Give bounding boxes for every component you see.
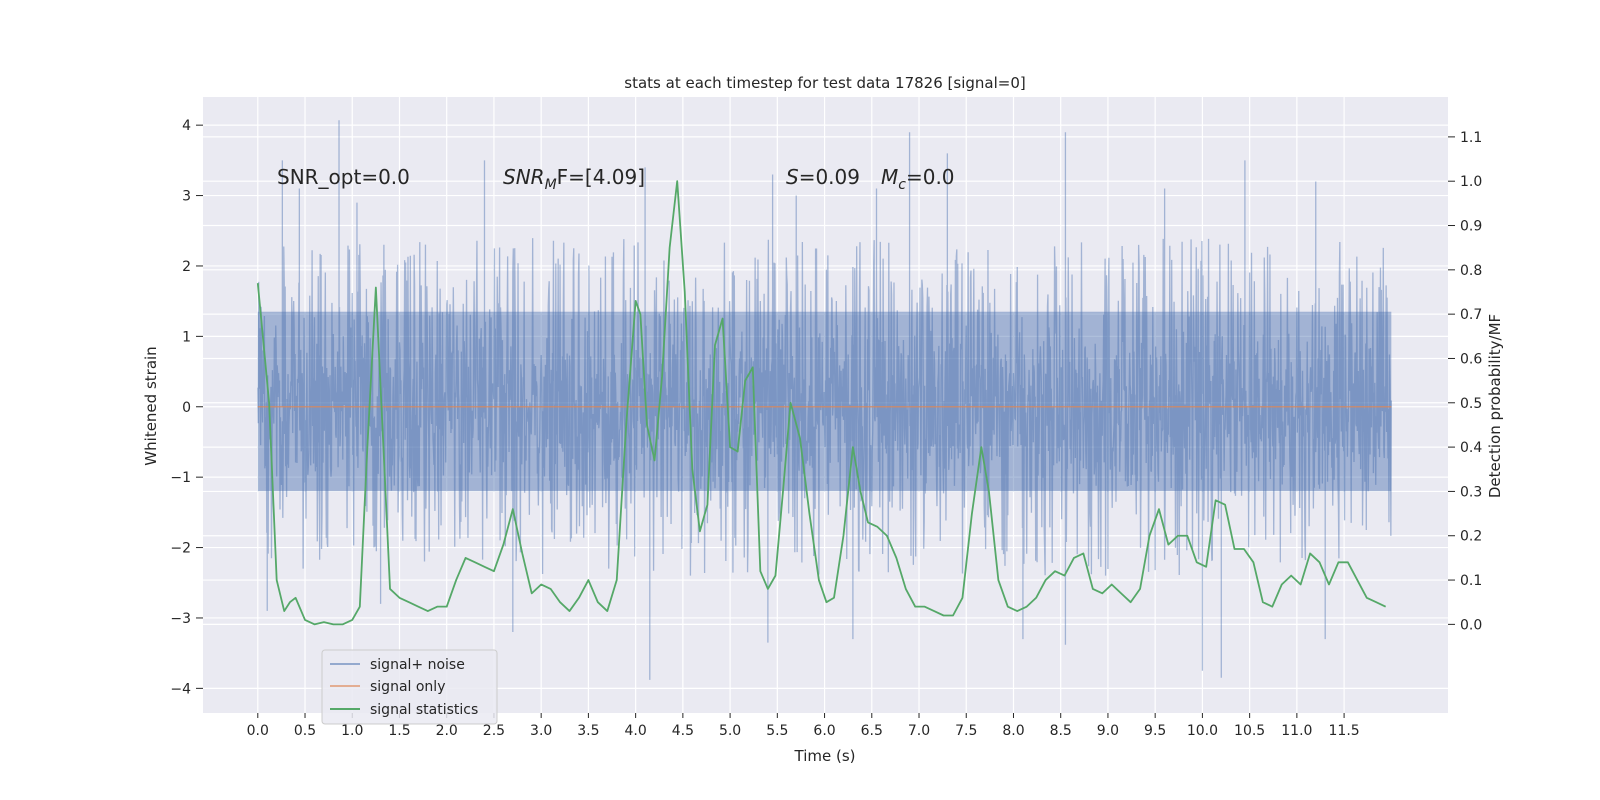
x-tick-label-2: 1.0 (341, 723, 363, 739)
yr-tick-label-11: 1.1 (1460, 130, 1482, 146)
x-tick-label-14: 7.0 (908, 723, 930, 739)
y-right-axis-label: Detection probability/MF (1486, 314, 1504, 498)
plot-area (203, 97, 1448, 713)
annotation-s-label: S (786, 165, 799, 189)
noise-trace (257, 120, 1392, 680)
yr-tick-label-1: 0.1 (1460, 573, 1482, 589)
y-tick-label-7: 3 (182, 189, 191, 205)
y-tick-label-6: 2 (182, 259, 191, 275)
yr-tick-label-7: 0.7 (1460, 307, 1482, 323)
x-axis-label: Time (s) (794, 747, 856, 765)
yr-tick-label-10: 1.0 (1460, 174, 1482, 190)
y-tick-label-2: −2 (170, 541, 191, 557)
annotation-s-value: =0.09 (799, 165, 860, 189)
yr-tick-label-8: 0.8 (1460, 263, 1482, 279)
annotation-mc: Mc=0.0 (881, 165, 955, 193)
y-tick-label-5: 1 (182, 329, 191, 345)
x-tick-label-1: 0.5 (294, 723, 316, 739)
annotation-snr-mf-sub: M (545, 177, 557, 193)
yr-tick-label-3: 0.3 (1460, 484, 1482, 500)
grid (203, 97, 1448, 713)
annotation-snr-mf-rest: F=[4.09] (557, 165, 645, 189)
x-tick-label-3: 1.5 (388, 723, 410, 739)
x-tick-label-11: 5.5 (766, 723, 788, 739)
x-tick-label-9: 4.5 (672, 723, 694, 739)
x-tick-label-23: 11.5 (1329, 723, 1360, 739)
y-tick-label-1: −3 (170, 611, 191, 627)
legend-label-noise: signal+ noise (370, 657, 465, 673)
y-tick-label-0: −4 (170, 681, 191, 697)
y-tick-label-8: 4 (182, 118, 191, 134)
legend-box (321, 649, 498, 725)
x-tick-label-12: 6.0 (813, 723, 835, 739)
x-tick-label-4: 2.0 (436, 723, 458, 739)
yr-tick-label-9: 0.9 (1460, 219, 1482, 235)
chart-title: stats at each timestep for test data 178… (624, 74, 1025, 92)
x-tick-label-22: 11.0 (1281, 723, 1312, 739)
x-tick-label-21: 10.5 (1234, 723, 1265, 739)
x-tick-label-16: 8.0 (1002, 723, 1024, 739)
legend-label-statistics: signal statistics (370, 702, 478, 718)
x-tick-label-5: 2.5 (483, 723, 505, 739)
legend-label-signal-only: signal only (370, 679, 445, 695)
x-tick-label-13: 6.5 (861, 723, 883, 739)
x-tick-label-20: 10.0 (1187, 723, 1218, 739)
x-tick-label-17: 8.5 (1050, 723, 1072, 739)
y-tick-label-4: 0 (182, 400, 191, 416)
yr-tick-label-0: 0.0 (1460, 617, 1482, 633)
signal-noise-series (257, 120, 1392, 680)
x-tick-label-19: 9.5 (1144, 723, 1166, 739)
statistics-line (256, 180, 1387, 626)
x-tick-label-7: 3.5 (577, 723, 599, 739)
x-tick-label-8: 4.0 (624, 723, 646, 739)
y-tick-label-3: −1 (170, 470, 191, 486)
x-tick-label-10: 5.0 (719, 723, 741, 739)
yr-tick-label-4: 0.4 (1460, 440, 1482, 456)
y-axis-label: Whitened strain (142, 346, 160, 465)
x-axis-ticks: 0.0 0.5 1.0 1.5 2.0 2.5 3.0 3.5 4.0 4.5 5.0 5.5 6.0 6… (247, 713, 1360, 739)
noise-band (257, 311, 1392, 492)
x-tick-label-6: 3.0 (530, 723, 552, 739)
annotation-snr-mf: SNRMF=[4.09] (503, 165, 645, 193)
y-right-axis-ticks: 0.0 0.1 0.2 0.3 0.4 0.5 0.6 0.7 0.8 0.9 1.0 1.1 (1448, 130, 1482, 633)
annotation-s: S=0.09 (786, 165, 860, 189)
yr-tick-label-5: 0.5 (1460, 396, 1482, 412)
y-axis-ticks: −4 −3 −2 −1 0 1 2 3 4 (170, 118, 203, 697)
signal-statistics-series (256, 180, 1387, 626)
x-tick-label-18: 9.0 (1097, 723, 1119, 739)
annotation-snr-mf-label: SNR (503, 165, 545, 189)
x-tick-label-0: 0.0 (247, 723, 269, 739)
x-tick-label-15: 7.5 (955, 723, 977, 739)
annotation-mc-value: =0.0 (906, 165, 955, 189)
yr-tick-label-6: 0.6 (1460, 351, 1482, 367)
annotation-mc-sub: c (898, 177, 906, 193)
annotation-snr-opt: SNR_opt=0.0 (277, 165, 410, 189)
annotation-mc-label: M (881, 165, 898, 189)
legend: signal+ noise signal only signal statist… (321, 649, 498, 725)
yr-tick-label-2: 0.2 (1460, 529, 1482, 545)
